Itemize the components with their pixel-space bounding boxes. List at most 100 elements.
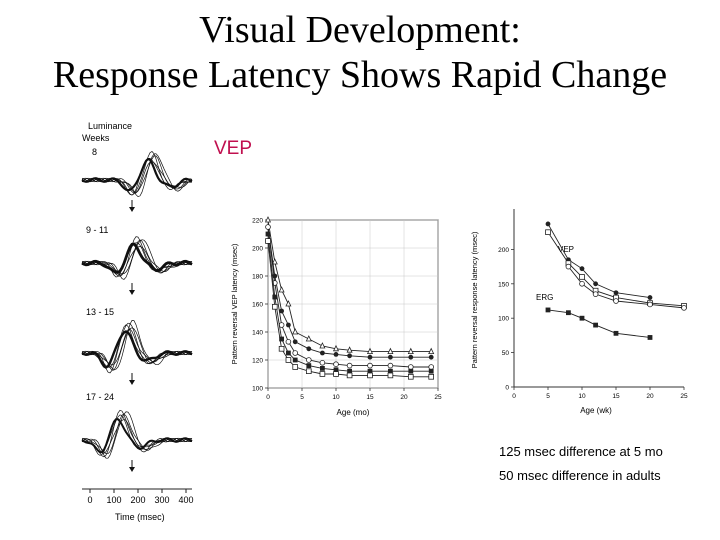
- series-3-point-3: [593, 322, 598, 328]
- weeks-label: Weeks: [82, 133, 110, 143]
- y-tick-label-2: 100: [498, 316, 509, 323]
- x-tick-label-3: 15: [366, 394, 374, 401]
- series-0-point-3: [593, 281, 598, 287]
- series-1-point-9: [367, 354, 373, 360]
- series-line-0: [547, 223, 651, 299]
- y-ticks: 0 50 100 150 200: [498, 247, 514, 392]
- series-0-point-3: [285, 300, 292, 307]
- wave-3-arrow-head: [129, 467, 135, 472]
- wave-2-trace-1: [81, 324, 193, 368]
- series-2-point-4: [647, 301, 653, 308]
- x-tick-label-0: 0: [266, 394, 270, 401]
- series-1-point-11: [408, 354, 414, 360]
- series-2-point-12: [428, 364, 435, 370]
- series-0-point-0: [545, 221, 551, 227]
- series-0-point-0: [264, 216, 272, 223]
- luminance-header: Luminance: [88, 121, 132, 131]
- series-0-point-7: [332, 344, 340, 352]
- series-3-point-9: [367, 368, 373, 374]
- series-3-point-1: [566, 310, 571, 316]
- series-3-point-5: [306, 363, 312, 368]
- wave-3-trace-3: [81, 419, 192, 454]
- series-3-point-8: [347, 368, 352, 374]
- series-4-point-8: [346, 372, 353, 379]
- series-3-point-1: [272, 294, 278, 300]
- x-tick-label-5: 25: [680, 393, 688, 400]
- note-adults: 50 msec difference in adults: [499, 468, 661, 483]
- series-3-point-0: [265, 231, 271, 237]
- wave-0-trace-5: [81, 153, 193, 198]
- series-3-point-2: [279, 336, 284, 342]
- series-4-point-11: [407, 373, 414, 380]
- series-group: [545, 221, 687, 340]
- series-3-point-6: [320, 366, 325, 371]
- series-4-point-5: [306, 368, 312, 375]
- series-2-point-5: [306, 357, 312, 363]
- series-line-2: [568, 266, 685, 309]
- series-2-point-3: [285, 339, 292, 345]
- series-3-point-10: [388, 368, 393, 374]
- series-3-point-5: [647, 335, 653, 340]
- series-2-point-5: [681, 305, 687, 311]
- series-2-point-7: [333, 361, 339, 368]
- time-ticks: 0 100 200 300 400: [87, 489, 194, 505]
- series-2-point-0: [565, 263, 572, 270]
- x-tick-label-5: 25: [434, 394, 442, 401]
- series-3-point-11: [408, 368, 414, 374]
- wave-2-trace-0: [81, 330, 193, 370]
- y-tick-label-3: 150: [498, 281, 509, 288]
- series-2-point-9: [367, 362, 373, 369]
- x-ticks: 0 5 10 15 20 25: [266, 388, 442, 401]
- series-4-point-3: [285, 357, 292, 363]
- series-1-point-2: [579, 274, 585, 280]
- series-4-point-7: [333, 371, 339, 377]
- x-axis-label: Age (wk): [580, 406, 612, 415]
- wave-0-trace-0: [81, 157, 193, 192]
- series-4-point-2: [278, 345, 285, 352]
- series-1-point-5: [306, 346, 312, 352]
- series-2-point-0: [265, 224, 271, 230]
- time-tick-label-4: 400: [178, 495, 193, 505]
- wave-1-arrow-head: [129, 290, 135, 295]
- series-4-point-12: [428, 373, 435, 380]
- x-tick-label-1: 5: [546, 393, 550, 400]
- series-2-point-2: [592, 291, 599, 297]
- wave-1-trace-2: [81, 236, 193, 277]
- x-tick-label-3: 15: [612, 393, 620, 400]
- wave-1-trace-3: [81, 246, 192, 276]
- annotation-erg: ERG: [536, 293, 553, 302]
- time-axis-label: Time (msec): [115, 512, 165, 522]
- group-label-3: 17 - 24: [86, 392, 114, 402]
- chart-vep-months: 100 120 140 160 180 200 220 0 5 10 15 20 25 Age (mo…: [230, 216, 442, 417]
- wave-1-trace-0: [81, 242, 193, 274]
- series-4-point-10: [387, 372, 394, 379]
- series-0-point-4: [613, 290, 619, 296]
- series-4-point-0: [265, 238, 271, 244]
- y-tick-label-4: 200: [498, 247, 509, 254]
- y-tick-label-2: 140: [252, 330, 263, 337]
- wave-1-trace-4: [81, 239, 193, 275]
- waveform-panel: Luminance Weeks 8 9 - 11 13 - 15 17 - 24…: [81, 121, 194, 522]
- series-3-point-7: [333, 367, 339, 373]
- series-2-point-3: [613, 298, 619, 304]
- x-axis-label: Age (mo): [337, 408, 370, 417]
- series-0-point-5: [647, 295, 653, 300]
- series-0-point-6: [319, 342, 326, 349]
- series-4-point-6: [319, 371, 326, 377]
- series-0-point-5: [305, 335, 312, 342]
- series-1-point-7: [333, 352, 339, 357]
- time-tick-label-3: 300: [154, 495, 169, 505]
- x-tick-label-0: 0: [512, 393, 516, 400]
- series-1-point-3: [286, 322, 291, 328]
- annotation-vep: VEP: [558, 245, 574, 254]
- y-tick-label-0: 100: [252, 386, 263, 393]
- series-2-point-6: [319, 360, 326, 366]
- time-tick-label-0: 0: [87, 495, 92, 505]
- series-0-point-9: [366, 347, 374, 355]
- title-line-2: Response Latency Shows Rapid Change: [52, 54, 668, 96]
- x-tick-label-2: 10: [332, 394, 340, 401]
- wave-0-trace-3: [81, 161, 193, 193]
- series-group: [264, 216, 435, 380]
- vep-label: VEP: [214, 138, 253, 159]
- series-line-3: [547, 309, 651, 338]
